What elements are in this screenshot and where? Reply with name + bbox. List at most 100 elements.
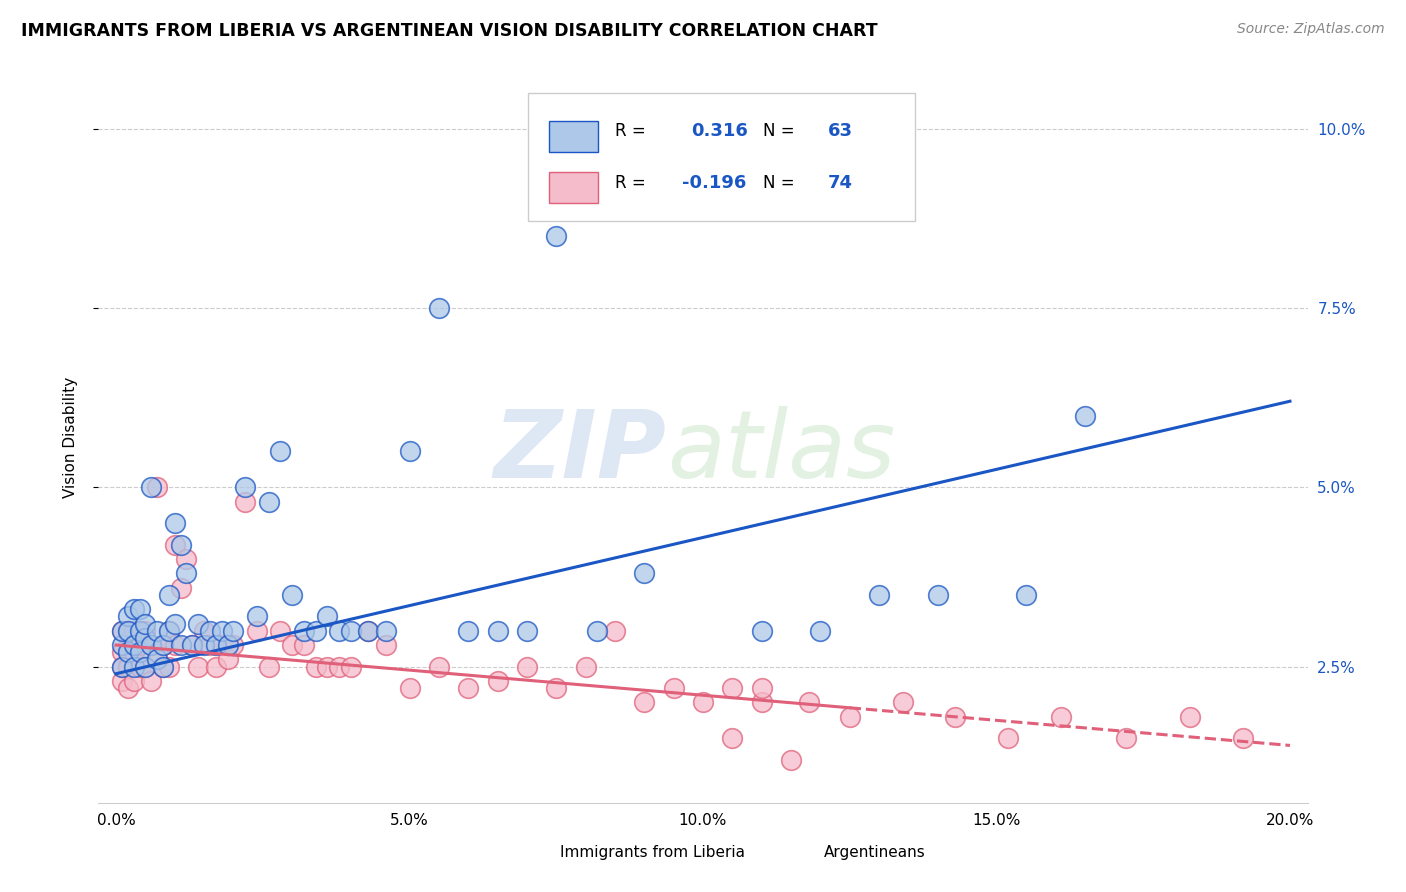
Point bbox=[111, 659, 134, 673]
Point bbox=[692, 695, 714, 709]
Point bbox=[603, 624, 626, 638]
Point bbox=[375, 624, 398, 638]
Point bbox=[246, 624, 269, 638]
Point bbox=[181, 638, 204, 652]
Point bbox=[427, 659, 450, 673]
Point bbox=[233, 480, 256, 494]
Point bbox=[257, 659, 280, 673]
Text: ZIP: ZIP bbox=[494, 406, 666, 498]
FancyBboxPatch shape bbox=[550, 121, 598, 152]
Text: R =: R = bbox=[614, 122, 645, 140]
Point bbox=[134, 659, 156, 673]
Point bbox=[128, 624, 150, 638]
Point bbox=[486, 673, 509, 688]
Point bbox=[169, 581, 191, 595]
Point bbox=[211, 624, 233, 638]
Point bbox=[169, 638, 191, 652]
Point bbox=[193, 638, 215, 652]
Point bbox=[122, 624, 145, 638]
Point bbox=[304, 624, 326, 638]
Point bbox=[198, 624, 221, 638]
Text: -0.196: -0.196 bbox=[682, 174, 747, 192]
Point bbox=[111, 624, 134, 638]
Point bbox=[146, 480, 169, 494]
Point bbox=[128, 624, 150, 638]
Point bbox=[257, 494, 280, 508]
Point bbox=[328, 624, 350, 638]
Text: Immigrants from Liberia: Immigrants from Liberia bbox=[561, 845, 745, 860]
Point bbox=[516, 624, 538, 638]
Point bbox=[516, 659, 538, 673]
Point bbox=[328, 659, 350, 673]
Point bbox=[304, 659, 326, 673]
Point bbox=[398, 444, 420, 458]
Point bbox=[780, 753, 803, 767]
Point bbox=[633, 566, 655, 581]
Point bbox=[169, 538, 191, 552]
Point bbox=[808, 624, 831, 638]
Point bbox=[122, 659, 145, 673]
Point bbox=[427, 301, 450, 315]
Text: 63: 63 bbox=[828, 122, 852, 140]
Point bbox=[163, 516, 186, 530]
Point bbox=[152, 638, 174, 652]
Point bbox=[163, 538, 186, 552]
Point bbox=[1232, 731, 1254, 746]
Point bbox=[157, 624, 180, 638]
Point bbox=[157, 588, 180, 602]
Point bbox=[163, 638, 186, 652]
Point bbox=[122, 638, 145, 652]
Y-axis label: Vision Disability: Vision Disability bbox=[63, 376, 77, 498]
Point bbox=[181, 638, 204, 652]
Point bbox=[457, 681, 479, 695]
Point bbox=[692, 158, 714, 172]
Point bbox=[1050, 710, 1073, 724]
Point bbox=[117, 645, 139, 659]
Point bbox=[146, 652, 169, 666]
Point bbox=[269, 444, 291, 458]
Point bbox=[891, 695, 914, 709]
Point bbox=[222, 624, 245, 638]
Point bbox=[117, 681, 139, 695]
Point bbox=[398, 681, 420, 695]
Point bbox=[721, 681, 744, 695]
Point bbox=[141, 638, 163, 652]
Point bbox=[751, 695, 773, 709]
Point bbox=[269, 624, 291, 638]
Point bbox=[751, 624, 773, 638]
Point bbox=[375, 638, 398, 652]
Text: Argentineans: Argentineans bbox=[824, 845, 925, 860]
Point bbox=[111, 645, 134, 659]
Point bbox=[134, 631, 156, 645]
Point bbox=[575, 659, 598, 673]
Point bbox=[1073, 409, 1095, 423]
FancyBboxPatch shape bbox=[509, 832, 551, 872]
Point bbox=[141, 673, 163, 688]
Point bbox=[176, 552, 198, 566]
Point bbox=[281, 588, 304, 602]
Point bbox=[486, 624, 509, 638]
Point bbox=[122, 645, 145, 659]
Point bbox=[457, 624, 479, 638]
Point bbox=[128, 638, 150, 652]
Text: N =: N = bbox=[763, 122, 794, 140]
Text: atlas: atlas bbox=[666, 406, 896, 497]
Point bbox=[721, 731, 744, 746]
Point bbox=[927, 588, 949, 602]
Point bbox=[111, 638, 134, 652]
Point bbox=[204, 638, 226, 652]
Point bbox=[117, 624, 139, 638]
Point bbox=[340, 659, 363, 673]
Point bbox=[292, 638, 315, 652]
Point bbox=[546, 229, 568, 244]
Point bbox=[111, 673, 134, 688]
Point bbox=[1115, 731, 1137, 746]
Point bbox=[316, 659, 339, 673]
Text: 0.316: 0.316 bbox=[690, 122, 748, 140]
Point bbox=[128, 659, 150, 673]
Point bbox=[134, 659, 156, 673]
Point bbox=[117, 624, 139, 638]
Point bbox=[281, 638, 304, 652]
Point bbox=[157, 659, 180, 673]
Text: 74: 74 bbox=[828, 174, 852, 192]
